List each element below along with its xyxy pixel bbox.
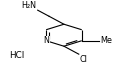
Text: Cl: Cl [79,55,87,64]
Text: H₂N: H₂N [21,1,36,10]
Text: Me: Me [99,36,111,45]
Text: HCl: HCl [9,51,24,60]
Text: N: N [43,36,49,45]
